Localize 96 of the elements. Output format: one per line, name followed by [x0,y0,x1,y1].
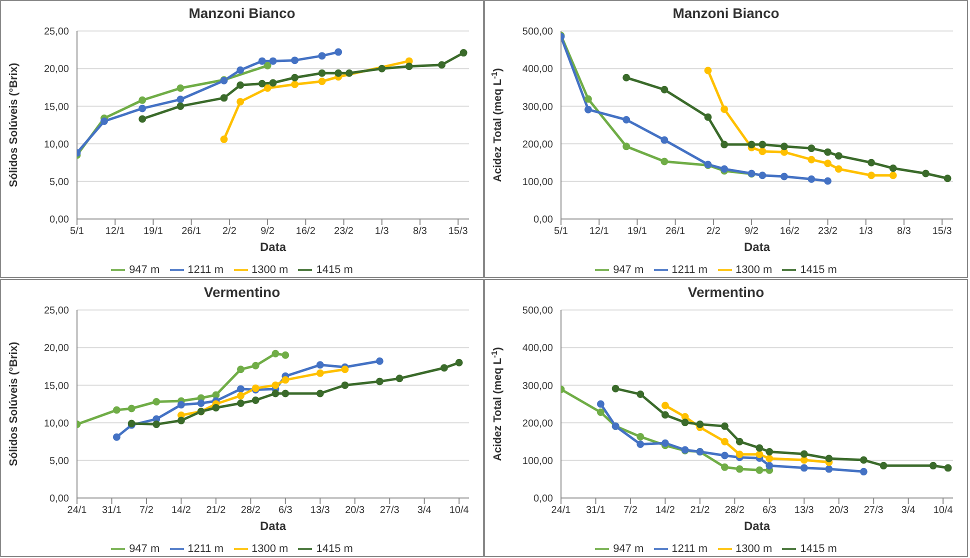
chart-title: Manzoni Bianco [672,4,780,23]
y-tick-label: 200,00 [522,139,554,150]
x-tick-label: 10/4 [449,505,470,516]
x-tick-label: 26/1 [666,226,686,238]
x-axis-title: Data [744,240,770,254]
x-tick-label: 31/1 [586,505,606,516]
y-tick-label: 100,00 [522,456,554,467]
x-tick-label: 20/3 [829,505,850,516]
y-tick-label: 15,00 [44,102,70,113]
x-tick-label: 14/2 [171,505,192,516]
legend-label: 1300 m [252,542,288,555]
x-tick-label: 20/3 [345,505,366,516]
y-axis-title: Sólidos Solúveis (°Brix) [8,62,20,188]
legend-label: 947 m [613,264,644,276]
x-tick-label: 13/3 [794,505,814,516]
x-tick-label: 28/2 [240,505,261,516]
x-tick-label: 14/2 [655,505,676,516]
y-tick-label: 0,00 [50,494,70,505]
chart-title: Manzoni Bianco [188,4,296,23]
x-tick-label: 8/3 [413,226,428,238]
y-tick-label: 10,00 [44,418,70,430]
x-tick-label: 1/3 [858,226,874,238]
x-tick-label: 16/2 [780,226,800,238]
x-tick-label: 26/1 [182,226,202,238]
x-tick-label: 5/1 [70,226,84,238]
x-axis-title: Data [260,240,286,254]
legend-label: 1300 m [736,542,772,555]
y-tick-label: 15,00 [44,380,70,392]
x-tick-label: 21/2 [206,505,226,516]
legend-label: 1415 m [800,264,837,276]
y-tick-label: 0,00 [534,494,554,505]
x-tick-label: 19/1 [143,226,164,238]
x-tick-label: 3/4 [901,505,916,516]
x-tick-label: 7/2 [140,505,154,516]
x-tick-label: 15/3 [932,226,952,238]
legend-label: 947 m [129,542,160,555]
legend-label: 1211 m [188,264,224,276]
x-axis-title: Data [744,519,770,533]
legend-label: 1300 m [736,264,772,276]
y-tick-label: 400,00 [522,64,554,76]
y-tick-label: 25,00 [44,306,70,317]
y-tick-label: 0,00 [50,214,70,226]
x-tick-label: 8/3 [897,226,912,238]
x-tick-label: 24/1 [67,505,88,516]
y-tick-label: 400,00 [522,343,554,354]
chart-title: Vermentino [202,283,282,302]
y-tick-label: 300,00 [522,102,554,113]
x-tick-label: 27/3 [380,505,400,516]
y-tick-label: 100,00 [522,176,554,188]
legend-label: 1415 m [800,542,837,555]
chart-title: Vermentino [686,283,766,302]
x-tick-label: 28/2 [724,505,745,516]
x-tick-label: 23/2 [334,226,354,238]
legend-label: 1211 m [672,542,708,555]
x-tick-label: 3/4 [417,505,432,516]
x-tick-label: 15/3 [448,226,468,238]
x-tick-label: 7/2 [624,505,638,516]
legend-label: 1415 m [316,264,353,276]
y-axis-title: Sólidos Solúveis (°Brix) [8,342,20,466]
x-tick-label: 6/3 [278,505,293,516]
legend-label: 1415 m [316,542,353,555]
x-tick-label: 24/1 [551,505,572,516]
x-tick-label: 23/2 [818,226,838,238]
y-tick-label: 0,00 [534,214,554,226]
x-tick-label: 2/2 [222,226,237,238]
x-tick-label: 6/3 [762,505,777,516]
x-axis-title: Data [260,519,286,533]
y-tick-label: 200,00 [522,418,554,430]
x-tick-label: 12/1 [105,226,126,238]
x-tick-label: 9/2 [260,226,275,238]
legend-label: 1211 m [672,264,708,276]
x-tick-label: 9/2 [744,226,759,238]
legend-label: 947 m [129,264,160,276]
y-tick-label: 500,00 [522,26,554,38]
x-tick-label: 21/2 [690,505,710,516]
legend-label: 1300 m [252,264,288,276]
legend-label: 947 m [613,542,644,555]
legend-label: 1211 m [188,542,224,555]
x-tick-label: 31/1 [102,505,122,516]
x-tick-label: 10/4 [933,505,954,516]
x-tick-label: 5/1 [554,226,568,238]
y-tick-label: 500,00 [522,306,554,317]
y-tick-label: 300,00 [522,380,554,392]
x-tick-label: 12/1 [589,226,610,238]
y-tick-label: 5,00 [50,176,70,188]
x-tick-label: 16/2 [296,226,316,238]
x-tick-label: 27/3 [864,505,884,516]
y-tick-label: 25,00 [44,26,70,38]
y-tick-label: 10,00 [44,139,70,150]
x-tick-label: 19/1 [627,226,648,238]
y-tick-label: 5,00 [50,456,70,467]
y-tick-label: 20,00 [44,64,70,76]
x-tick-label: 2/2 [706,226,721,238]
y-tick-label: 20,00 [44,343,70,354]
x-tick-label: 13/3 [310,505,330,516]
x-tick-label: 1/3 [374,226,390,238]
